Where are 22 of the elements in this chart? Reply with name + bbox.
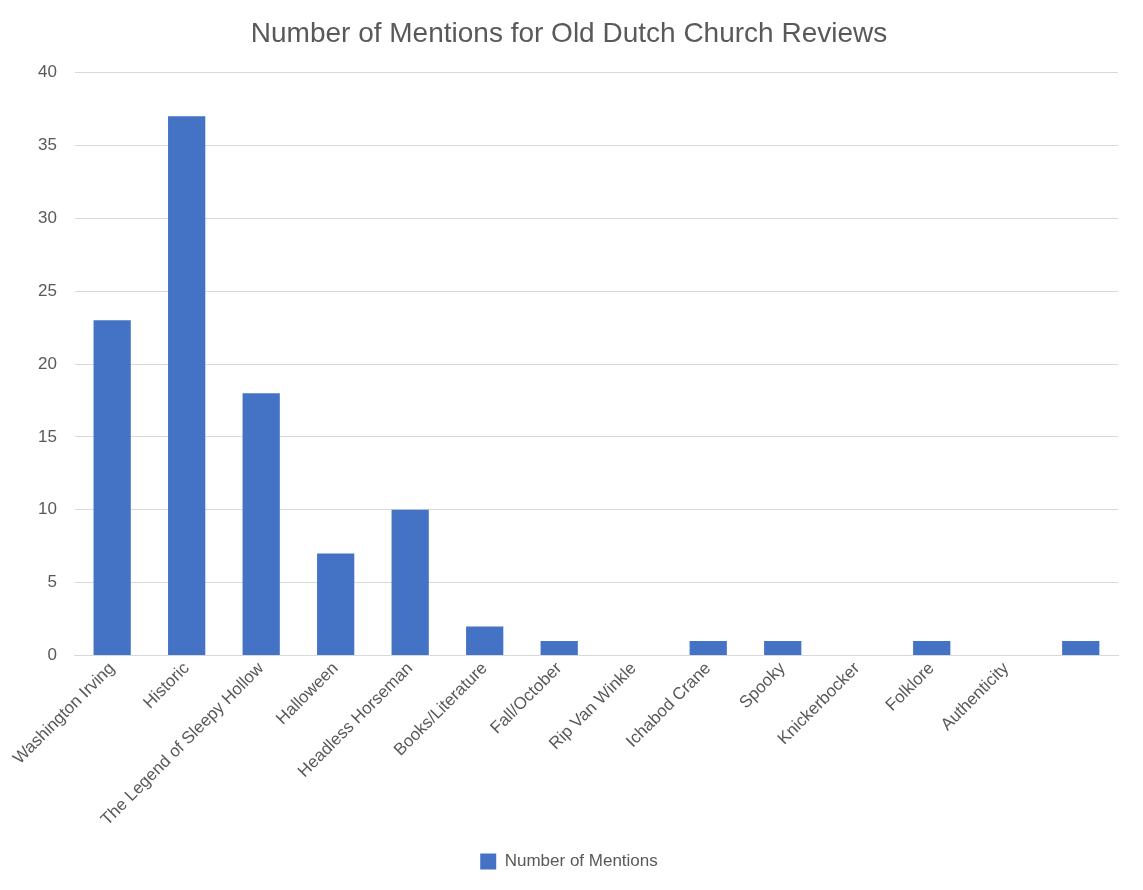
y-tick-label: 40 bbox=[37, 62, 57, 82]
y-tick-label: 0 bbox=[47, 645, 57, 665]
bar bbox=[913, 640, 951, 656]
bar bbox=[689, 640, 727, 656]
bar bbox=[764, 640, 802, 656]
bar bbox=[540, 640, 578, 656]
bar bbox=[1062, 640, 1100, 656]
y-tick-label: 5 bbox=[47, 572, 57, 592]
legend-label: Number of Mentions bbox=[504, 851, 658, 871]
bar bbox=[93, 320, 131, 656]
y-tick-label: 20 bbox=[37, 353, 57, 373]
bar bbox=[242, 393, 280, 656]
y-tick-label: 30 bbox=[37, 208, 57, 228]
bar bbox=[391, 509, 429, 656]
chart-title: Number of Mentions for Old Dutch Church Reviews bbox=[250, 16, 888, 48]
y-tick-label: 35 bbox=[37, 135, 57, 155]
y-tick-label: 10 bbox=[37, 499, 57, 519]
y-tick-label: 25 bbox=[37, 280, 57, 300]
bar bbox=[466, 626, 504, 656]
bar bbox=[317, 553, 355, 656]
bar bbox=[168, 116, 206, 656]
y-tick-label: 15 bbox=[37, 426, 57, 446]
